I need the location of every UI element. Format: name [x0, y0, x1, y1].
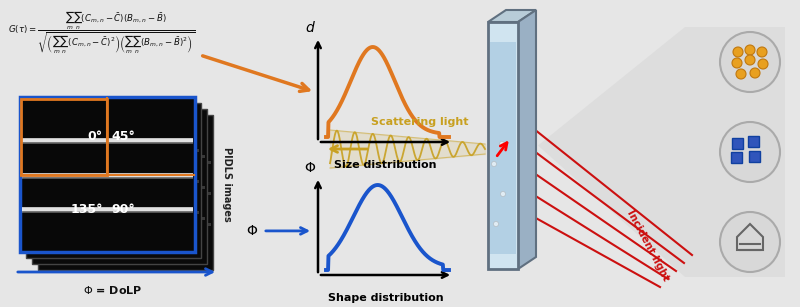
Bar: [22, 208, 193, 213]
Text: $G(\tau) = \dfrac{\sum_m \sum_n (C_{m,n} - \bar{C})(B_{m,n} - \bar{B})}{\sqrt{\l: $G(\tau) = \dfrac{\sum_m \sum_n (C_{m,n}…: [8, 9, 195, 56]
Bar: [32, 109, 207, 264]
Polygon shape: [518, 10, 536, 269]
Bar: [22, 207, 193, 211]
Bar: [22, 173, 193, 178]
Bar: [22, 139, 193, 144]
Text: $d$: $d$: [305, 20, 315, 35]
Circle shape: [494, 221, 498, 227]
Bar: [40, 192, 211, 195]
Text: 135°: 135°: [70, 203, 103, 216]
Bar: [34, 216, 205, 220]
Bar: [38, 115, 213, 270]
Text: Incident light: Incident light: [625, 208, 671, 282]
Bar: [34, 154, 205, 157]
Polygon shape: [538, 27, 785, 277]
Bar: [26, 103, 201, 258]
Bar: [28, 211, 199, 213]
Bar: [21, 99, 107, 175]
Circle shape: [720, 122, 780, 182]
Bar: [40, 161, 211, 164]
Text: 90°: 90°: [111, 203, 134, 216]
Text: Shape distribution: Shape distribution: [328, 293, 443, 303]
Bar: [28, 149, 199, 151]
Circle shape: [745, 45, 755, 55]
FancyBboxPatch shape: [732, 138, 743, 149]
Circle shape: [736, 69, 746, 79]
Circle shape: [720, 32, 780, 92]
Polygon shape: [488, 10, 536, 22]
Bar: [34, 185, 205, 188]
Bar: [490, 42, 516, 254]
Circle shape: [501, 192, 506, 196]
Bar: [28, 180, 199, 182]
Bar: [22, 173, 193, 177]
Circle shape: [758, 59, 768, 69]
Circle shape: [499, 142, 505, 146]
Circle shape: [720, 212, 780, 272]
Text: PIDLS images: PIDLS images: [222, 147, 232, 222]
Text: $\Phi$ = DoLP: $\Phi$ = DoLP: [82, 284, 142, 296]
FancyBboxPatch shape: [749, 151, 760, 162]
Text: $\Phi$: $\Phi$: [246, 224, 258, 238]
Bar: [40, 223, 211, 226]
Circle shape: [732, 58, 742, 68]
FancyBboxPatch shape: [748, 136, 759, 147]
Text: 0°: 0°: [88, 130, 103, 143]
Bar: [22, 173, 193, 177]
Bar: [488, 22, 518, 269]
Bar: [22, 173, 193, 177]
Bar: [22, 208, 193, 211]
Bar: [20, 97, 195, 252]
FancyBboxPatch shape: [731, 152, 742, 163]
Bar: [22, 139, 193, 142]
Bar: [22, 138, 193, 142]
Text: Size distribution: Size distribution: [334, 160, 437, 170]
Bar: [22, 139, 193, 143]
Text: Scattering light: Scattering light: [371, 117, 469, 127]
Text: $\Phi$: $\Phi$: [304, 161, 316, 175]
Text: 45°: 45°: [111, 130, 135, 143]
Circle shape: [745, 55, 755, 65]
Bar: [22, 208, 193, 212]
Circle shape: [750, 68, 760, 78]
Circle shape: [491, 161, 497, 166]
Circle shape: [733, 47, 743, 57]
Circle shape: [757, 47, 767, 57]
